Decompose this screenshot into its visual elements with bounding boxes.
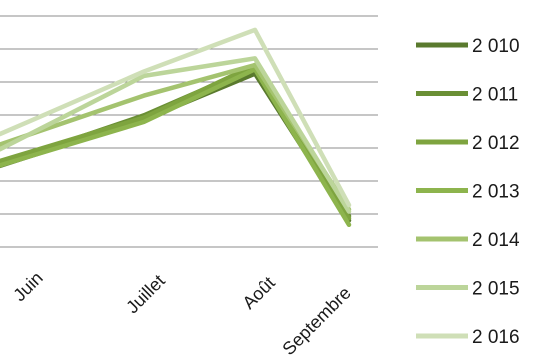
legend-item: 2 015 (416, 279, 520, 300)
legend-label: 2 013 (472, 182, 520, 203)
legend-item: 2 014 (416, 230, 520, 251)
legend-label: 2 015 (472, 279, 520, 300)
series-group (0, 27, 352, 228)
series-line (0, 27, 352, 208)
x-tick-label: Juillet (122, 271, 169, 318)
legend-label: 2 012 (472, 133, 520, 154)
legend: 2 010 2 011 2 012 2 013 2 014 2 015 2 016 (416, 36, 520, 348)
legend-label: 2 016 (472, 327, 520, 348)
legend-item: 2 012 (416, 133, 520, 154)
legend-item: 2 011 (416, 85, 518, 106)
legend-label: 2 014 (472, 230, 520, 251)
legend-label: 2 010 (472, 36, 520, 57)
gridlines (0, 15, 378, 248)
x-tick-label: Juin (9, 268, 46, 305)
series-line (0, 56, 352, 214)
series-line (0, 67, 352, 228)
legend-item: 2 010 (416, 36, 520, 57)
x-tick-label: Août (239, 273, 279, 313)
x-tick-label: Septembre (278, 283, 354, 359)
legend-label: 2 011 (472, 85, 518, 106)
legend-item: 2 013 (416, 182, 520, 203)
legend-item: 2 016 (416, 327, 520, 348)
